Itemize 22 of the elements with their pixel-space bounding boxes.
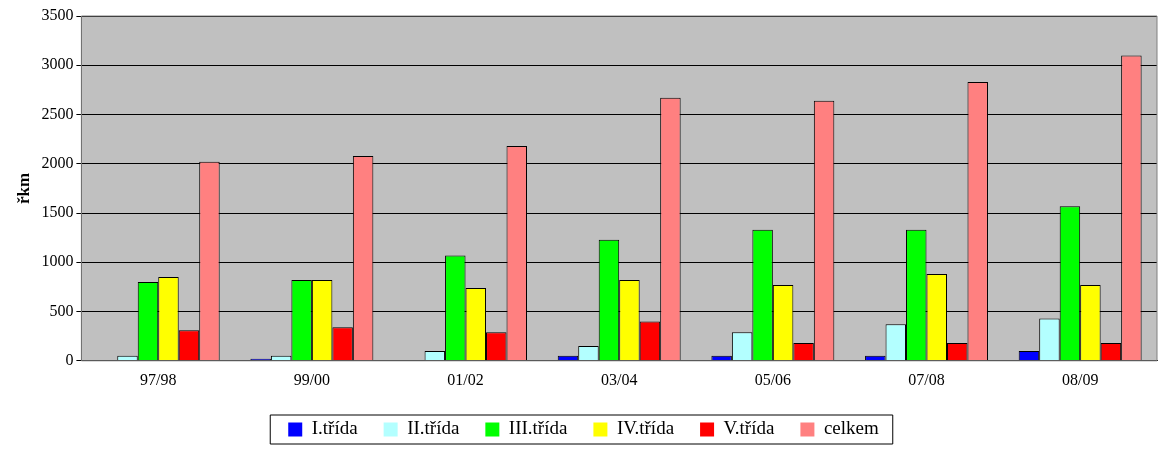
y-tick-label: 0: [65, 351, 74, 368]
y-axis-title: řkm: [13, 172, 33, 204]
y-tick-label: 1500: [41, 203, 74, 221]
x-tick-label: 99/00: [293, 370, 331, 388]
y-tick-label: 500: [49, 301, 74, 319]
legend-label: III.třída: [508, 417, 568, 439]
legend-label: IV.třída: [616, 417, 675, 439]
y-tick-label: 2500: [41, 104, 74, 122]
x-tick-label: 08/09: [1061, 370, 1099, 388]
x-tick-label: 03/04: [600, 370, 638, 388]
legend-label: V.třída: [723, 417, 775, 439]
legend-label: II.třída: [407, 417, 460, 439]
y-tick-label: 3500: [41, 6, 74, 24]
x-tick-label: 97/98: [140, 370, 177, 388]
legend-label: I.třída: [311, 417, 359, 439]
x-tick-label: 05/06: [754, 370, 792, 388]
x-tick-label: 07/08: [908, 370, 945, 388]
y-tick-label: 1000: [41, 252, 74, 270]
x-tick-label: 01/02: [447, 370, 484, 388]
y-tick-label: 3000: [41, 55, 74, 73]
legend-label: celkem: [823, 417, 879, 439]
y-tick-label: 2000: [41, 153, 74, 171]
